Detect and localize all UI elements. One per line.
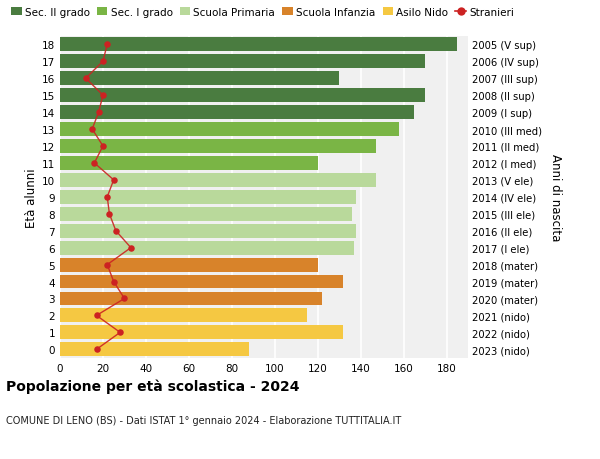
Y-axis label: Anni di nascita: Anni di nascita [549,154,562,241]
Bar [60,190,356,204]
Point [92,312,101,319]
Point [103,194,112,201]
Text: COMUNE DI LENO (BS) - Dati ISTAT 1° gennaio 2024 - Elaborazione TUTTITALIA.IT: COMUNE DI LENO (BS) - Dati ISTAT 1° genn… [6,415,401,425]
Bar [60,72,339,86]
Point [92,346,101,353]
Bar [60,309,307,323]
Text: Popolazione per età scolastica - 2024: Popolazione per età scolastica - 2024 [6,379,299,393]
Legend: Sec. II grado, Sec. I grado, Scuola Primaria, Scuola Infanzia, Asilo Nido, Stran: Sec. II grado, Sec. I grado, Scuola Prim… [11,7,514,17]
Bar [60,275,343,289]
Bar [60,157,317,170]
Point [104,211,114,218]
Point [103,261,112,269]
Bar [60,292,322,306]
Bar [60,224,356,238]
Point [98,92,108,100]
Bar [60,174,376,187]
Point [98,143,108,150]
Point [119,295,129,302]
Point [98,58,108,66]
Point [94,109,103,117]
Bar [60,326,343,340]
Point [111,228,121,235]
Y-axis label: Età alunni: Età alunni [25,168,38,227]
Bar [60,38,457,52]
Bar [60,89,425,103]
Bar [60,207,352,221]
Point [81,75,91,83]
Point [89,160,99,167]
Point [109,177,118,184]
Point [115,329,125,336]
Point [103,41,112,49]
Bar [60,241,354,255]
Point [88,126,97,134]
Bar [60,258,317,272]
Bar [60,55,425,69]
Bar [60,342,249,357]
Point [109,278,118,285]
Bar [60,140,376,154]
Bar [60,106,415,120]
Point [126,245,136,252]
Bar [60,123,399,137]
